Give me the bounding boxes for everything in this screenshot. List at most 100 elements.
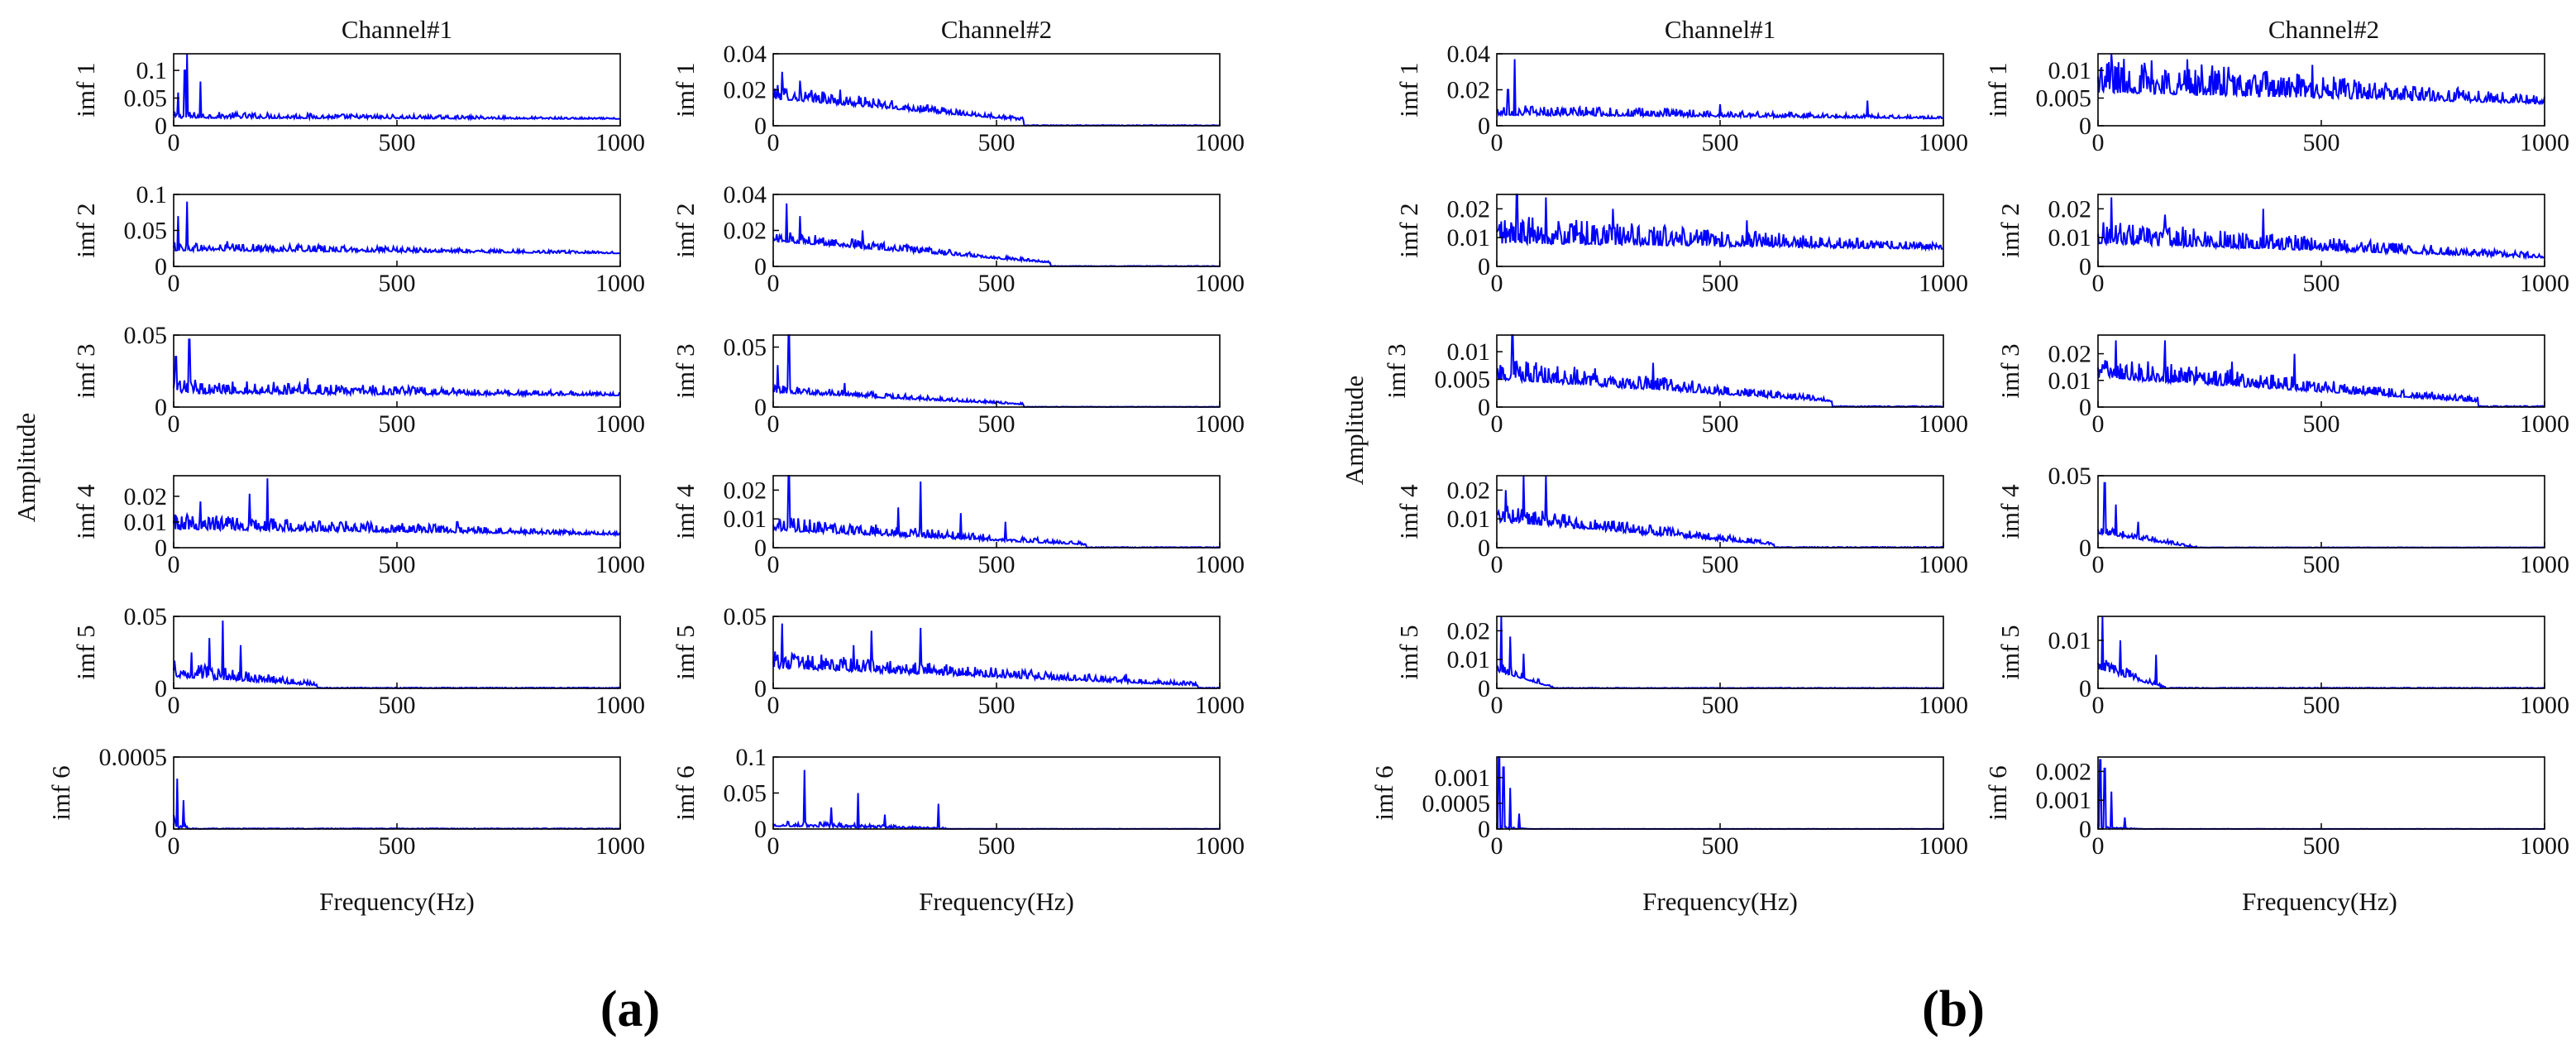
x-tick-label: 0 — [767, 129, 780, 156]
imf-label: imf 3 — [1382, 343, 1411, 398]
imf-label: imf 1 — [71, 62, 100, 117]
x-tick-label: 1000 — [595, 410, 645, 438]
y-tick-label: 0 — [1478, 253, 1490, 280]
x-tick-label: 500 — [1702, 551, 1739, 578]
x-tick-label: 0 — [1491, 832, 1503, 860]
x-tick-label: 1000 — [1919, 410, 1968, 438]
y-tick-label: 0.002 — [2036, 758, 2092, 785]
y-tick-label: 0.01 — [724, 506, 767, 533]
y-tick-label: 0.005 — [1435, 367, 1491, 394]
y-tick-label: 0 — [1478, 394, 1490, 421]
axes-frame — [1496, 194, 1944, 267]
x-tick-label: 500 — [978, 692, 1016, 719]
x-tick-label: 0 — [2092, 410, 2105, 438]
spectrum-line — [2097, 197, 2545, 261]
panel-label-b: (b) — [1922, 981, 1985, 1037]
x-tick-label: 0 — [767, 270, 780, 297]
x-tick-label: 1000 — [1919, 270, 1968, 297]
y-tick-label: 0 — [1478, 113, 1490, 140]
x-tick-label: 1000 — [1919, 832, 1968, 860]
subplot-b-Channel1-imf4: 0 500 1000 00.010.02 imf 4 — [1394, 475, 1968, 578]
y-tick-label: 0.01 — [2048, 57, 2092, 84]
axes-frame — [772, 194, 1221, 267]
y-tick-label: 0 — [155, 534, 167, 562]
x-tick-label: 1000 — [2520, 551, 2569, 578]
x-tick-label: 1000 — [1919, 692, 1968, 719]
imf-label: imf 4 — [1995, 484, 2024, 539]
spectrum-line — [772, 334, 1221, 409]
y-tick-label: 0.01 — [2048, 224, 2092, 252]
y-tick-label: 0 — [155, 675, 167, 702]
x-tick-label: 0 — [767, 692, 780, 719]
imf-label: imf 5 — [1995, 625, 2024, 679]
axes-frame — [772, 334, 1221, 408]
y-tick-label: 0 — [754, 113, 767, 140]
spectrum-line — [173, 201, 621, 256]
axes-frame — [173, 194, 621, 267]
x-tick-label: 0 — [2092, 692, 2105, 719]
x-tick-label: 0 — [168, 410, 180, 438]
spectrum-line — [2097, 759, 2545, 831]
imf-label: imf 4 — [1394, 484, 1423, 539]
x-tick-label: 500 — [2303, 551, 2340, 578]
x-tick-label: 500 — [379, 551, 416, 578]
y-tick-label: 0 — [1478, 534, 1490, 562]
subplot-a-Channel2-imf3: 0 500 1000 0 0.05 imf 3 — [671, 334, 1245, 438]
imf-label: imf 2 — [671, 203, 700, 257]
axes-frame — [1496, 616, 1944, 689]
subplot-b-Channel2-imf5: 0 500 1000 0 0.01 imf 5 — [1995, 616, 2569, 719]
x-tick-label: 500 — [1702, 129, 1739, 156]
x-tick-label: 1000 — [2520, 129, 2569, 156]
x-tick-label: 1000 — [595, 129, 645, 156]
x-tick-label: 1000 — [1195, 410, 1245, 438]
y-tick-label: 0.05 — [724, 780, 767, 807]
y-tick-label: 0.02 — [724, 477, 767, 504]
y-tick-label: 0.001 — [1435, 764, 1491, 792]
subplot-a-Channel1-imf6: 0 500 1000 0 0.0005 imf 6 — [46, 744, 645, 860]
y-tick-label: 0.02 — [2048, 341, 2092, 368]
x-tick-label: 0 — [168, 270, 180, 297]
imf-label: imf 2 — [1995, 203, 2024, 257]
imf-label: imf 6 — [1369, 765, 1398, 820]
y-tick-label: 0.005 — [2036, 85, 2092, 113]
x-tick-label: 1000 — [2520, 270, 2569, 297]
y-tick-label: 0.0005 — [99, 744, 168, 771]
panel-label-a: (a) — [600, 981, 660, 1037]
x-tick-label: 0 — [168, 692, 180, 719]
x-tick-label: 0 — [2092, 551, 2105, 578]
x-tick-label: 1000 — [1195, 129, 1245, 156]
y-tick-label: 0 — [754, 816, 767, 843]
y-tick-label: 0 — [754, 394, 767, 421]
spectrum-line — [2097, 340, 2545, 409]
x-tick-label: 500 — [1702, 692, 1739, 719]
y-tick-label: 0.1 — [736, 744, 767, 771]
x-tick-label: 1000 — [595, 692, 645, 719]
y-tick-label: 0 — [2079, 816, 2091, 843]
axes-frame — [2097, 475, 2545, 549]
x-tick-label: 1000 — [595, 832, 645, 860]
spectrum-line — [173, 53, 621, 122]
x-tick-label: 1000 — [2520, 692, 2569, 719]
title-a-channel2: Channel#2 — [941, 15, 1052, 44]
y-tick-label: 0.01 — [2048, 627, 2092, 654]
x-tick-label: 500 — [978, 410, 1016, 438]
y-tick-label: 0.05 — [124, 603, 168, 630]
x-tick-label: 500 — [1702, 832, 1739, 860]
x-tick-label: 0 — [2092, 270, 2105, 297]
y-tick-label: 0.001 — [2036, 787, 2092, 814]
x-tick-label: 500 — [1702, 410, 1739, 438]
x-tick-label: 500 — [379, 129, 416, 156]
spectrum-line — [173, 621, 621, 690]
x-tick-label: 0 — [2092, 832, 2105, 860]
spectrum-line — [173, 478, 621, 538]
y-tick-label: 0 — [2079, 394, 2091, 421]
y-tick-label: 0.1 — [136, 57, 168, 84]
subplots-group: 0 500 1000 0 0.05 0.1 imf 1 0 500 1000 0 0.05 0.1 imf… — [46, 41, 2569, 860]
subplot-a-Channel1-imf5: 0 500 1000 0 0.05 imf 5 — [71, 603, 645, 719]
x-tick-label: 500 — [978, 832, 1016, 860]
y-tick-label: 0.04 — [724, 41, 767, 68]
